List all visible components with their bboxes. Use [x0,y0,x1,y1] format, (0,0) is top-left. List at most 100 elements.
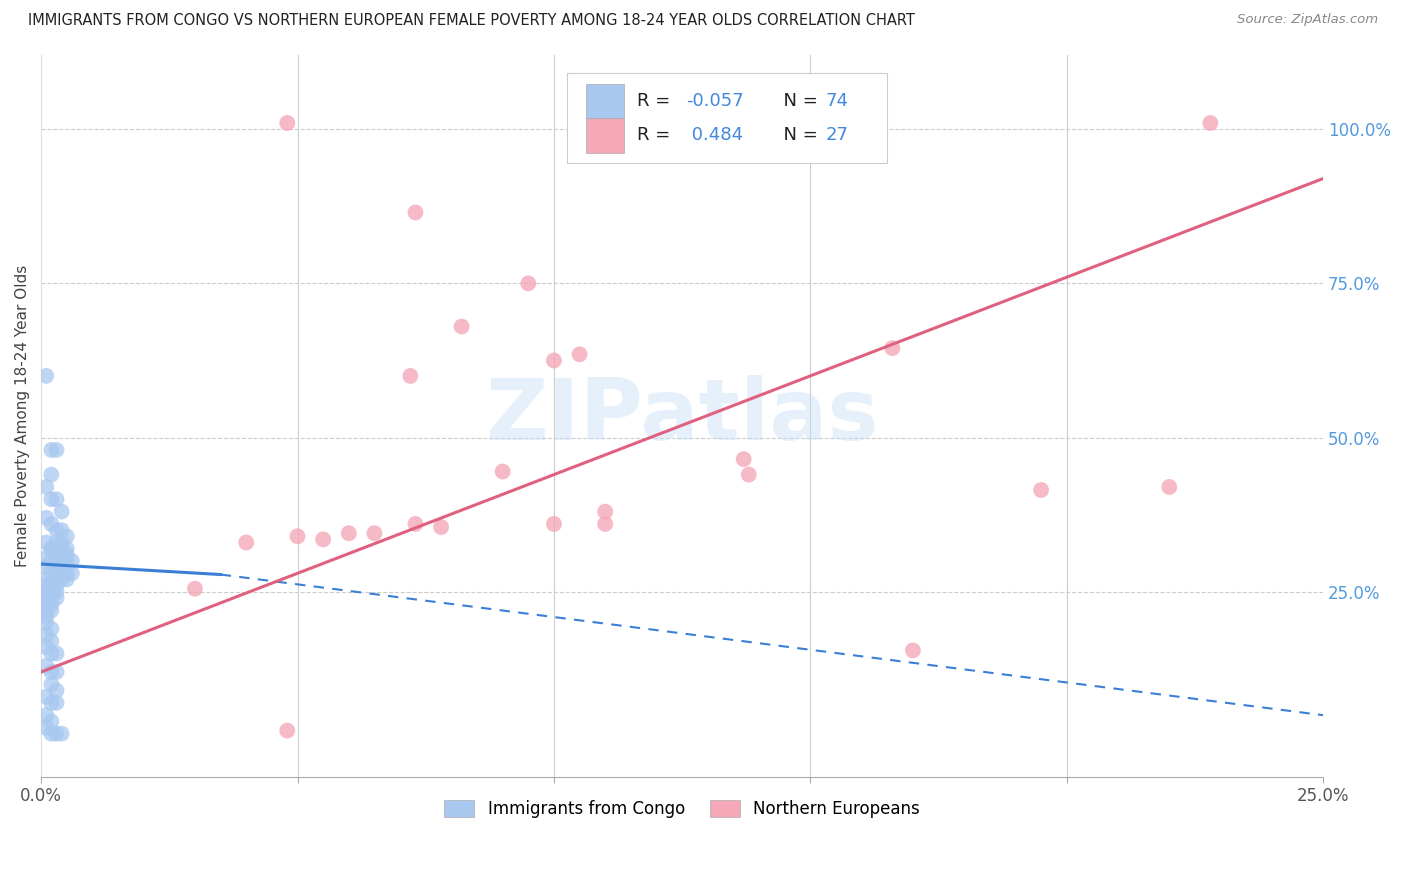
Point [35,708,58,723]
Point [41,541,63,556]
Text: Source: ZipAtlas.com: Source: ZipAtlas.com [1237,13,1378,27]
Point [287,529,309,543]
Legend: Immigrants from Congo, Northern Europeans: Immigrants from Congo, Northern European… [436,791,928,826]
Point [593,516,616,531]
Point [35,603,58,617]
Point [41,584,63,599]
Point [430,520,453,534]
Point [60,566,83,581]
Point [882,341,904,355]
Point [51,727,73,741]
Point [41,603,63,617]
Point [45,442,67,457]
Point [51,535,73,549]
Point [568,347,591,361]
Point [55,573,77,587]
Y-axis label: Female Poverty Among 18-24 Year Olds: Female Poverty Among 18-24 Year Olds [15,265,30,567]
Point [41,622,63,636]
Point [55,541,77,556]
Point [41,634,63,648]
Point [450,319,472,334]
Point [35,535,58,549]
Point [45,683,67,698]
Point [35,510,58,524]
Point [35,609,58,624]
Text: R =: R = [637,127,676,145]
Point [184,582,207,596]
Text: R =: R = [637,93,676,111]
Point [41,677,63,691]
Text: 27: 27 [825,127,849,145]
Point [45,584,67,599]
Point [35,628,58,642]
Point [35,640,58,655]
Point [35,368,58,383]
Point [51,554,73,568]
Point [41,714,63,729]
Text: IMMIGRANTS FROM CONGO VS NORTHERN EUROPEAN FEMALE POVERTY AMONG 18-24 YEAR OLDS : IMMIGRANTS FROM CONGO VS NORTHERN EUROPE… [28,13,915,29]
Point [404,516,426,531]
Point [41,727,63,741]
Point [35,579,58,593]
Point [491,465,513,479]
Point [41,665,63,679]
Point [41,597,63,611]
Point [738,467,761,482]
Point [593,505,616,519]
Point [41,647,63,661]
Text: N =: N = [772,93,824,111]
Point [45,579,67,593]
Point [55,548,77,562]
Text: ZIPatlas: ZIPatlas [485,375,879,458]
Point [35,560,58,574]
Point [45,591,67,605]
Point [41,579,63,593]
Point [41,563,63,577]
Point [35,480,58,494]
Point [35,597,58,611]
Point [41,554,63,568]
Point [45,554,67,568]
Point [901,643,924,657]
Point [1159,480,1181,494]
Point [41,492,63,507]
Point [543,353,565,368]
Point [517,277,540,291]
Point [35,584,58,599]
Point [41,442,63,457]
Point [45,523,67,537]
Point [45,535,67,549]
Point [51,541,73,556]
Point [60,554,83,568]
Point [235,535,257,549]
Point [276,116,298,130]
FancyBboxPatch shape [586,118,624,153]
Text: 0.484: 0.484 [686,127,744,145]
Point [276,723,298,738]
Point [45,665,67,679]
Point [55,554,77,568]
Point [35,721,58,735]
Point [35,658,58,673]
Point [1029,483,1052,497]
Point [404,205,426,219]
Point [1199,116,1222,130]
Point [41,467,63,482]
Point [35,573,58,587]
FancyBboxPatch shape [567,73,887,163]
Point [45,573,67,587]
Point [35,690,58,704]
Text: N =: N = [772,127,824,145]
Point [51,573,73,587]
Text: 74: 74 [825,93,849,111]
Point [543,516,565,531]
Point [51,523,73,537]
Point [41,573,63,587]
Point [45,541,67,556]
Point [41,591,63,605]
Point [45,566,67,581]
Point [45,647,67,661]
Point [312,533,335,547]
Point [733,452,755,467]
Point [45,727,67,741]
